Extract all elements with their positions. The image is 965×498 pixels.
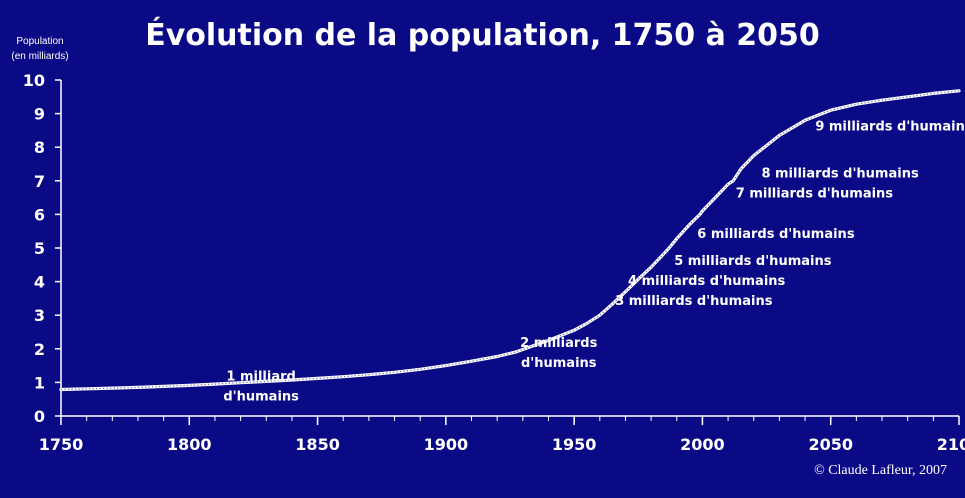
milestone-annotation: 3 milliards d'humains [615, 294, 773, 309]
milestone-annotation: d'humains [521, 356, 597, 371]
copyright-notice: © Claude Lafleur, 2007 [814, 463, 947, 478]
y-tick-label: 2 [34, 340, 45, 359]
milestone-annotation: d'humains [223, 390, 299, 405]
milestone-annotation: 5 milliards d'humains [674, 254, 832, 269]
y-tick-label: 4 [34, 273, 45, 292]
y-tick-label: 9 [34, 105, 45, 124]
y-axis-label-line2: (en milliards) [11, 51, 69, 62]
milestone-annotation: 8 milliards d'humains [761, 166, 919, 181]
y-tick-label: 6 [34, 205, 45, 224]
milestone-annotation: 1 milliard [226, 370, 295, 385]
milestone-annotation: 9 milliards d'humains [815, 119, 965, 134]
y-axis-label: Population (en milliards) [4, 34, 76, 64]
x-tick-label: 2050 [808, 435, 853, 454]
y-tick-label: 3 [34, 306, 45, 325]
population-line-texture [60, 90, 960, 391]
milestone-annotation: 7 milliards d'humains [736, 187, 894, 202]
x-tick-label: 2100 [937, 435, 965, 454]
y-tick-label: 7 [34, 172, 45, 191]
milestone-annotation: 4 milliards d'humains [628, 274, 786, 289]
x-tick-label: 1800 [167, 435, 212, 454]
milestone-annotation: 2 milliards [520, 336, 597, 351]
x-tick-label: 1950 [552, 435, 597, 454]
x-tick-label: 1850 [295, 435, 340, 454]
y-axis-label-line1: Population [16, 36, 64, 47]
x-tick-label: 2000 [680, 435, 725, 454]
y-tick-label: 0 [34, 407, 45, 426]
y-tick-label: 1 [34, 373, 45, 392]
chart-title: Évolution de la population, 1750 à 2050 [145, 18, 820, 53]
y-tick-label: 10 [23, 71, 45, 90]
x-tick-label: 1900 [424, 435, 469, 454]
milestone-annotation: 6 milliards d'humains [697, 227, 855, 242]
y-tick-label: 5 [34, 239, 45, 258]
y-tick-label: 8 [34, 138, 45, 157]
x-tick-label: 1750 [39, 435, 84, 454]
